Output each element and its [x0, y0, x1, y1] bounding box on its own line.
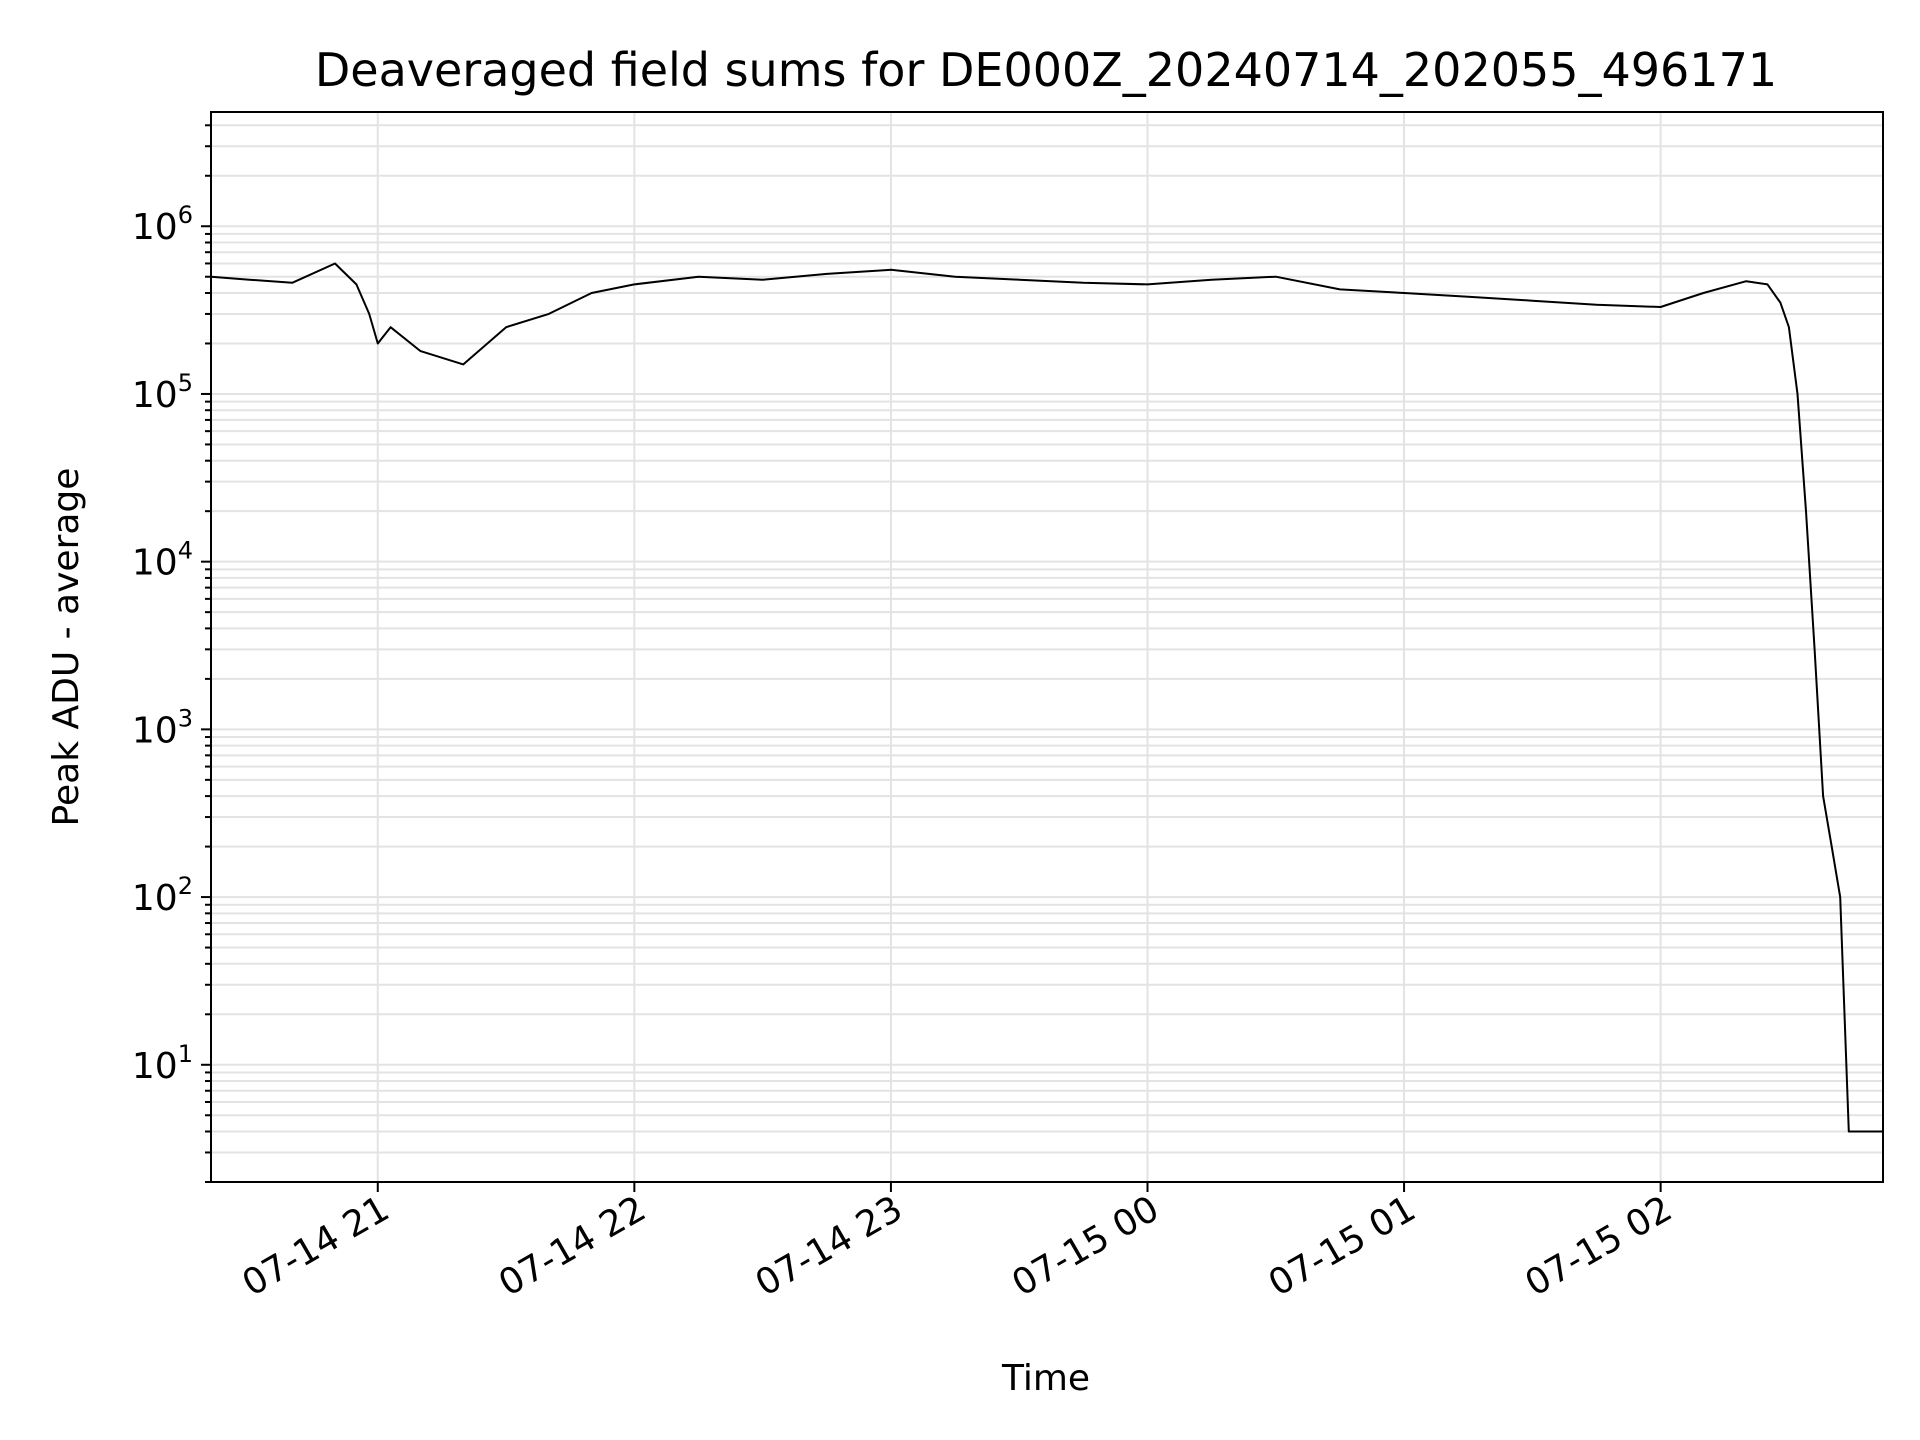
x-tick-label: 07-14 21: [236, 1188, 397, 1304]
x-tick-label: 07-14 22: [492, 1188, 653, 1304]
grid-layer: [211, 112, 1883, 1183]
y-tick-label: 104: [132, 537, 193, 584]
y-tick-label: 106: [132, 201, 193, 248]
data-layer: [211, 262, 1883, 1133]
y-tick-label: 105: [132, 369, 193, 416]
x-tick-label: 07-14 23: [749, 1188, 910, 1304]
x-tick-label: 07-15 02: [1518, 1188, 1679, 1304]
y-tick-label: 102: [132, 872, 193, 919]
y-axis: 101 102 103 104 105 106: [132, 124, 211, 1183]
x-axis-label: Time: [1001, 1358, 1090, 1399]
y-axis-label: Peak ADU - average: [46, 468, 87, 827]
x-tick-label: 07-15 01: [1262, 1188, 1423, 1304]
y-tick-label: 101: [132, 1040, 193, 1087]
chart-title: Deaveraged field sums for DE000Z_2024071…: [315, 43, 1777, 97]
x-axis: 07-14 21 07-14 22 07-14 23 07-15 00 07-15 01…: [236, 1182, 1679, 1305]
plot-frame: [210, 111, 1884, 1183]
y-tick-label: 103: [132, 704, 193, 751]
series-line: [211, 262, 1883, 1133]
x-tick-label: 07-15 00: [1005, 1188, 1166, 1304]
